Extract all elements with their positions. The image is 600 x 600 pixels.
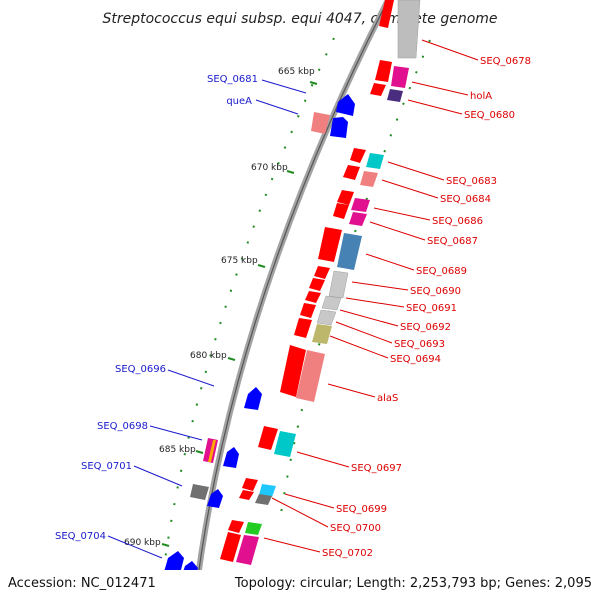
gene-steelblue bbox=[337, 233, 362, 270]
gene-cluster-top bbox=[370, 0, 421, 102]
gene-magenta bbox=[349, 212, 367, 226]
gene-label-SEQ_0678[interactable]: SEQ_0678 bbox=[480, 56, 531, 67]
gene-label-holA[interactable]: holA bbox=[470, 91, 492, 102]
tick-mark-680 bbox=[227, 357, 236, 361]
gene-reverse-SEQ_0704 bbox=[164, 551, 184, 574]
gene-grey bbox=[328, 270, 349, 299]
gene-pink bbox=[360, 171, 378, 187]
gene-darkgrey-SEQ_0701 bbox=[190, 484, 209, 500]
gene-forward bbox=[239, 490, 254, 500]
gene-stripe bbox=[208, 440, 216, 462]
gene-label-SEQ_0693[interactable]: SEQ_0693 bbox=[394, 339, 445, 350]
gene-label-SEQ_0691[interactable]: SEQ_0691 bbox=[406, 303, 457, 314]
gene-lightblue bbox=[259, 484, 276, 497]
gene-forward bbox=[318, 227, 342, 262]
gene-label-queA[interactable]: queA bbox=[226, 96, 252, 107]
topology-text: Topology: circular; Length: 2,253,793 bp… bbox=[234, 576, 592, 591]
tick-mark-670 bbox=[286, 170, 295, 174]
gene-label-SEQ_0692[interactable]: SEQ_0692 bbox=[400, 322, 451, 333]
tick-mark-690 bbox=[161, 543, 170, 547]
gene-green bbox=[245, 522, 262, 535]
tick-label-670: 670 kbp bbox=[251, 163, 288, 173]
gene-pink bbox=[296, 350, 325, 402]
tick-mark-685 bbox=[195, 450, 204, 454]
scale-ring-left bbox=[164, 37, 335, 561]
gene-magenta bbox=[236, 535, 259, 565]
gene-forward bbox=[309, 278, 325, 291]
gene-grey bbox=[316, 309, 337, 326]
gene-label-SEQ_0700[interactable]: SEQ_0700 bbox=[330, 523, 381, 534]
left-label-lines bbox=[107, 79, 307, 559]
gene-forward bbox=[333, 203, 349, 219]
gene-forward bbox=[350, 148, 366, 163]
accession-text: Accession: NC_012471 bbox=[8, 576, 156, 591]
gene-label-SEQ_0704[interactable]: SEQ_0704 bbox=[55, 531, 106, 542]
gene-forward bbox=[375, 60, 392, 82]
genome-backbone-line bbox=[194, 0, 389, 600]
tick-label-685: 685 kbp bbox=[159, 445, 196, 455]
gene-label-SEQ_0701[interactable]: SEQ_0701 bbox=[81, 461, 132, 472]
gene-forward bbox=[379, 0, 394, 28]
gene-label-alaS[interactable]: alaS bbox=[377, 393, 398, 404]
gene-label-SEQ_0686[interactable]: SEQ_0686 bbox=[432, 216, 483, 227]
gene-forward bbox=[294, 318, 312, 338]
gene-label-SEQ_0680[interactable]: SEQ_0680 bbox=[464, 110, 515, 121]
gene-olive bbox=[312, 324, 332, 344]
gene-label-SEQ_0694[interactable]: SEQ_0694 bbox=[390, 354, 441, 365]
gene-reverse-SEQ_0681 bbox=[336, 94, 355, 116]
gene-grey bbox=[397, 0, 421, 59]
gene-label-SEQ_0702[interactable]: SEQ_0702 bbox=[322, 548, 373, 559]
gene-label-SEQ_0697[interactable]: SEQ_0697 bbox=[351, 463, 402, 474]
gene-forward bbox=[337, 190, 354, 205]
gene-label-SEQ_0689[interactable]: SEQ_0689 bbox=[416, 266, 467, 277]
tick-label-690: 690 kbp bbox=[124, 538, 161, 548]
gene-grey bbox=[321, 295, 342, 311]
gene-forward bbox=[305, 291, 321, 303]
gene-forward bbox=[314, 266, 330, 279]
gene-magenta bbox=[351, 198, 370, 212]
tick-label-675: 675 kbp bbox=[221, 256, 258, 266]
gene-pink bbox=[311, 112, 330, 134]
gene-cyan bbox=[274, 431, 296, 457]
gene-label-SEQ_0684[interactable]: SEQ_0684 bbox=[440, 194, 491, 205]
gene-forward bbox=[370, 83, 386, 96]
footer-bar bbox=[0, 570, 600, 600]
gene-label-SEQ_0687[interactable]: SEQ_0687 bbox=[427, 236, 478, 247]
gene-purple bbox=[387, 89, 403, 102]
gene-forward bbox=[343, 165, 360, 180]
gene-reverse bbox=[207, 489, 223, 508]
gene-holA bbox=[391, 66, 409, 88]
gene-label-SEQ_0699[interactable]: SEQ_0699 bbox=[336, 504, 387, 515]
gene-label-SEQ_0681[interactable]: SEQ_0681 bbox=[207, 74, 258, 85]
gene-reverse-queA bbox=[330, 117, 348, 138]
gene-forward-alaS bbox=[280, 345, 306, 397]
tick-label-680: 680 kbp bbox=[190, 351, 227, 361]
gene-label-SEQ_0696[interactable]: SEQ_0696 bbox=[115, 364, 166, 375]
gene-darkgrey bbox=[255, 494, 272, 505]
gene-reverse-SEQ_0696 bbox=[244, 387, 262, 410]
gene-label-SEQ_0698[interactable]: SEQ_0698 bbox=[97, 421, 148, 432]
right-label-lines bbox=[263, 39, 479, 553]
gene-forward bbox=[300, 303, 316, 318]
gene-forward bbox=[220, 532, 241, 562]
gene-label-SEQ_0683[interactable]: SEQ_0683 bbox=[446, 176, 497, 187]
gene-forward bbox=[228, 520, 244, 533]
gene-forward bbox=[258, 426, 278, 450]
scale-ring-right bbox=[279, 39, 431, 521]
gene-forward bbox=[242, 478, 258, 491]
gene-label-SEQ_0690[interactable]: SEQ_0690 bbox=[410, 286, 461, 297]
tick-mark-665 bbox=[309, 81, 318, 85]
tick-label-665: 665 kbp bbox=[278, 67, 315, 77]
tick-mark-675 bbox=[257, 264, 266, 268]
gene-reverse bbox=[223, 447, 239, 468]
gene-cyan bbox=[366, 153, 384, 169]
map-title: Streptococcus equi subsp. equi 4047, com… bbox=[102, 11, 497, 27]
